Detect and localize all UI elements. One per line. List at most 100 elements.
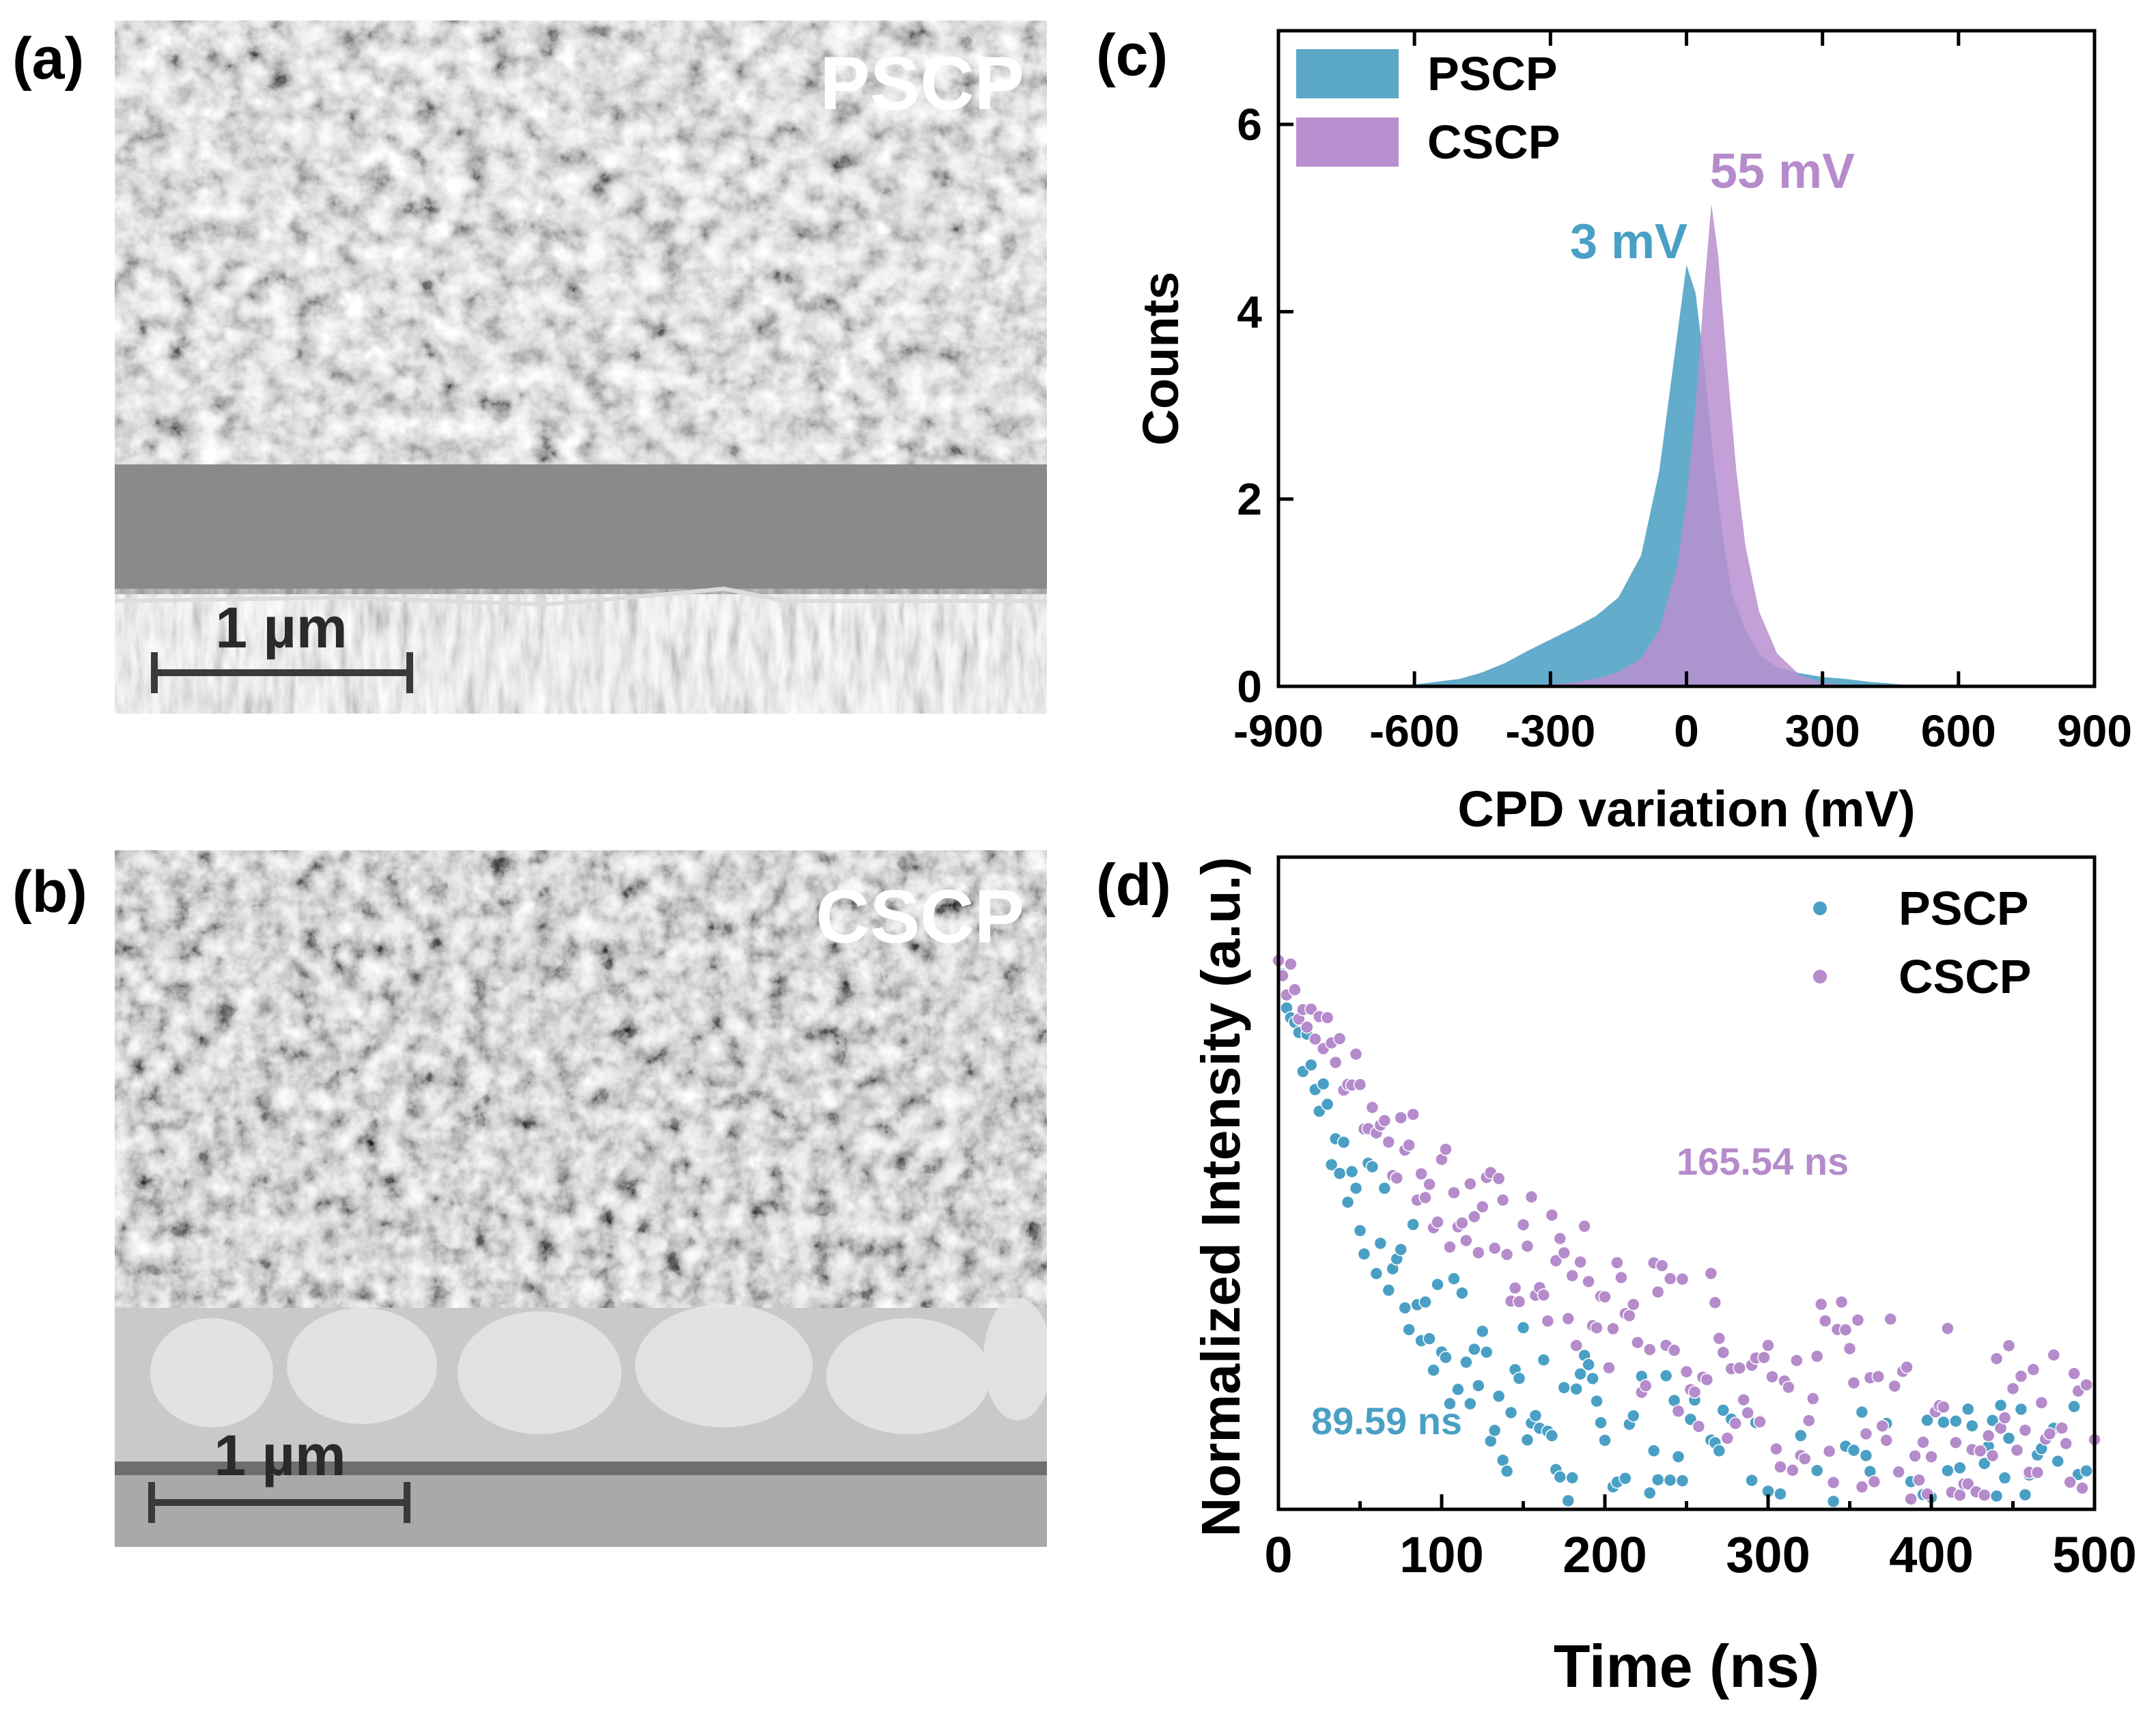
data-point-cscp — [1790, 1354, 1804, 1367]
x-axis-label: Time (ns) — [1554, 1632, 1820, 1700]
y-tick-label: 4 — [1237, 286, 1262, 337]
data-point-pscp — [1427, 1363, 1440, 1378]
data-point-cscp — [1508, 1281, 1522, 1295]
data-point-cscp — [1598, 1290, 1612, 1304]
panel-label-c: (c) — [1096, 23, 1168, 88]
data-point-pscp — [1941, 1464, 1955, 1478]
data-point-cscp — [1590, 1321, 1604, 1334]
scale-bar-label-a: 1 µm — [215, 596, 347, 660]
sem-image-a — [115, 20, 1047, 714]
data-point-cscp — [1308, 1032, 1322, 1046]
data-point-pscp — [2014, 1402, 2028, 1416]
data-point-cscp — [1472, 1246, 1485, 1259]
data-point-cscp — [1402, 1138, 1416, 1152]
data-point-cscp — [1859, 1427, 1873, 1441]
data-point-pscp — [1671, 1450, 1685, 1464]
data-point-pscp — [1594, 1416, 1608, 1429]
data-point-cscp — [1418, 1190, 1432, 1205]
data-point-cscp — [1516, 1218, 1530, 1232]
data-point-cscp — [1606, 1322, 1620, 1336]
cpd-histogram-chart: -900 -600 -300 0 300 600 900 0 2 4 6 CPD variation … — [1132, 29, 2132, 837]
scatter-points — [1272, 953, 2101, 1509]
data-point-cscp — [1561, 1311, 1575, 1326]
peak-label-cscp: 55 mV — [1710, 144, 1855, 199]
data-point-pscp — [1855, 1405, 1869, 1419]
data-point-pscp — [1316, 1077, 1330, 1091]
data-point-cscp — [1977, 1488, 1991, 1502]
data-point-cscp — [2034, 1396, 2049, 1410]
data-point-pscp — [1794, 1429, 1808, 1442]
data-point-cscp — [1761, 1339, 1775, 1352]
data-point-cscp — [1569, 1339, 1583, 1352]
data-point-cscp — [1320, 1011, 1334, 1024]
data-point-cscp — [1447, 1186, 1461, 1200]
legend-marker-pscp — [1812, 900, 1828, 917]
data-point-cscp — [1377, 1114, 1392, 1128]
data-point-pscp — [1443, 1397, 1457, 1411]
data-point-pscp — [1712, 1444, 1726, 1458]
data-point-pscp — [1373, 1236, 1388, 1250]
data-point-pscp — [1431, 1277, 1444, 1291]
data-point-pscp — [1345, 1164, 1359, 1179]
data-point-cscp — [1545, 1208, 1559, 1222]
data-point-pscp — [1590, 1394, 1604, 1408]
data-point-cscp — [1765, 1370, 1779, 1384]
data-point-pscp — [1402, 1323, 1416, 1337]
data-point-cscp — [1406, 1107, 1420, 1121]
data-point-pscp — [1859, 1449, 1873, 1462]
data-point-cscp — [1838, 1323, 1853, 1337]
data-point-pscp — [1472, 1379, 1485, 1393]
panel-d: (d) 0 100 200 300 400 500 Time (ns) Normalized … — [1096, 852, 2137, 1700]
data-point-cscp — [2047, 1348, 2060, 1362]
data-point-cscp — [1602, 1360, 1616, 1375]
data-point-cscp — [1639, 1379, 1653, 1393]
data-point-cscp — [1757, 1350, 1771, 1365]
x-tick-label: 500 — [2052, 1526, 2136, 1583]
data-point-cscp — [1443, 1240, 1457, 1254]
data-point-pscp — [1464, 1397, 1477, 1411]
data-point-cscp — [1728, 1416, 1742, 1430]
data-point-pscp — [1586, 1371, 1599, 1386]
data-point-pscp — [1487, 1423, 1502, 1438]
y-axis-label: Counts — [1132, 272, 1189, 446]
scale-bar-a — [151, 652, 413, 693]
data-point-cscp — [1455, 1216, 1469, 1230]
data-point-cscp — [1941, 1322, 1955, 1335]
data-point-cscp — [1304, 1002, 1318, 1016]
data-point-pscp — [1357, 1247, 1371, 1261]
data-point-pscp — [1512, 1371, 1526, 1385]
data-point-cscp — [1847, 1376, 1861, 1390]
data-point-pscp — [1965, 1418, 1979, 1433]
scale-bar-b — [148, 1482, 410, 1523]
legend-label-cscp: CSCP — [1427, 115, 1560, 169]
data-point-cscp — [1904, 1492, 1918, 1506]
data-point-pscp — [1998, 1471, 2012, 1485]
data-point-cscp — [1700, 1373, 1714, 1386]
data-point-pscp — [1847, 1443, 1861, 1457]
data-point-pscp — [1479, 1345, 1494, 1359]
x-tick-label: -300 — [1505, 705, 1595, 756]
data-point-pscp — [1504, 1406, 1518, 1420]
data-point-cscp — [1557, 1246, 1571, 1260]
data-point-cscp — [1737, 1393, 1750, 1407]
data-point-cscp — [2075, 1481, 2089, 1495]
data-point-cscp — [1549, 1254, 1563, 1268]
data-point-pscp — [2051, 1454, 2064, 1468]
data-point-cscp — [1834, 1295, 1849, 1309]
data-point-cscp — [1431, 1215, 1444, 1229]
panel-b: (b) CSCP 1 µm — [12, 850, 1047, 1547]
data-point-pscp — [1774, 1487, 1787, 1501]
data-point-cscp — [1663, 1272, 1677, 1286]
y-tick-label: 2 — [1237, 474, 1262, 525]
x-tick-label: 300 — [1785, 705, 1860, 756]
data-point-pscp — [1598, 1434, 1612, 1447]
y-tick-label: 6 — [1237, 99, 1262, 150]
data-point-pscp — [1528, 1409, 1543, 1423]
data-point-cscp — [1688, 1385, 1702, 1399]
data-point-pscp — [1989, 1489, 2004, 1503]
data-point-pscp — [1304, 1058, 1318, 1072]
data-point-cscp — [1782, 1380, 1795, 1395]
data-point-cscp — [2059, 1436, 2073, 1451]
data-point-cscp — [1512, 1295, 1526, 1309]
data-point-pscp — [1353, 1224, 1367, 1238]
